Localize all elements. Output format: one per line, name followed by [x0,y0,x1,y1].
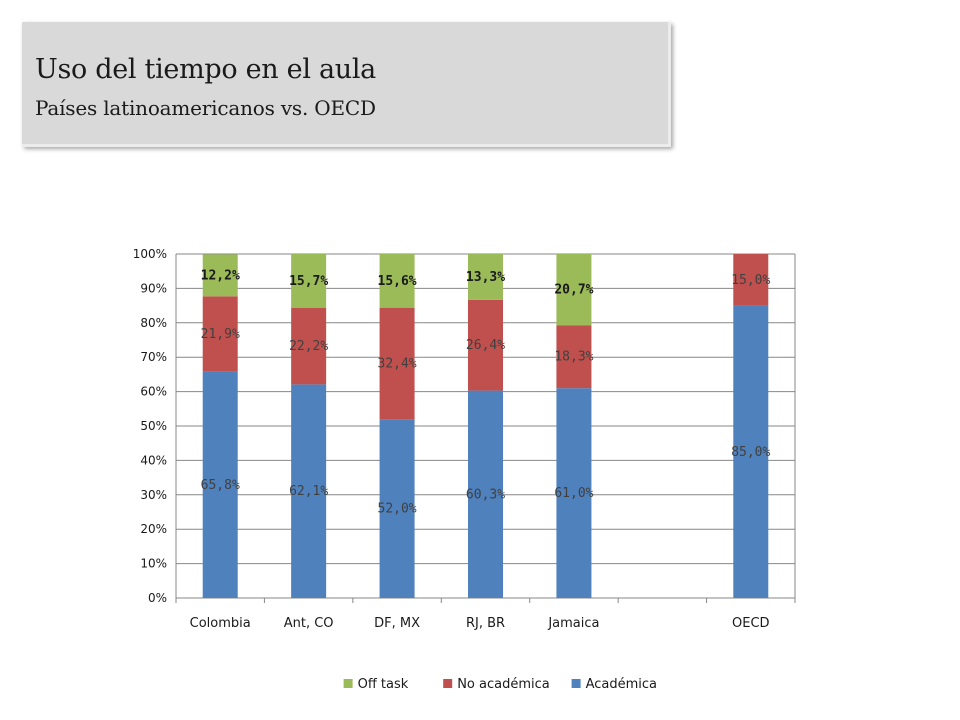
legend-swatch [343,679,353,688]
y-tick-label: 60% [140,385,167,399]
data-label: 65,8% [201,478,240,493]
data-label: 15,6% [378,274,417,289]
y-tick-label: 100% [133,247,167,261]
legend-swatch [443,679,453,688]
x-category-label: Colombia [190,616,251,631]
legend-label: No académica [457,677,550,692]
bar-segment [379,419,415,598]
y-tick-label: 40% [140,453,167,467]
bar-segment [291,254,327,309]
bar-segment [291,308,327,385]
data-label: 61,0% [554,486,593,501]
page-title: Uso del tiempo en el aula [35,54,376,85]
bar-segment [733,254,769,306]
x-category-label: DF, MX [374,616,420,631]
data-label: 22,2% [289,339,328,354]
x-category-label: RJ, BR [466,616,505,631]
bar-segment [468,254,503,300]
x-category-label: Ant, CO [284,616,334,631]
y-tick-label: 50% [140,419,167,433]
bar-segment [468,299,503,391]
title-box: Uso del tiempo en el aula Países latinoa… [22,22,671,147]
bar-segment [379,307,415,420]
data-label: 32,4% [378,356,417,371]
y-tick-label: 70% [140,350,167,364]
bar-segment [379,254,415,308]
bar-segment [556,325,592,389]
x-category-label: OECD [732,616,770,631]
bar-segment [733,305,769,598]
data-label: 20,7% [554,283,593,298]
bar-segment [202,371,238,598]
bar-segment [202,254,238,297]
data-label: 26,4% [466,338,505,353]
bar-segment [202,296,238,372]
data-label: 13,3% [466,270,505,285]
page-subtitle: Países latinoamericanos vs. OECD [35,96,376,120]
data-label: 21,9% [201,327,240,342]
bar-segment [291,384,327,598]
y-tick-label: 10% [140,557,167,571]
data-label: 18,3% [554,350,593,365]
legend-label: Off task [358,677,409,692]
bar-segment [468,390,503,598]
y-tick-label: 30% [140,488,167,502]
x-category-label: Jamaica [547,616,599,631]
data-label: 60,3% [466,487,505,502]
data-label: 15,7% [289,274,328,289]
bar-segment [556,254,592,326]
bar-segment [556,388,592,598]
data-label: 15,0% [731,273,770,288]
data-label: 85,0% [731,445,770,460]
y-tick-label: 0% [148,591,167,605]
y-tick-label: 20% [140,522,167,536]
data-label: 12,2% [201,268,240,283]
data-label: 62,1% [289,484,328,499]
y-tick-label: 90% [140,281,167,295]
legend-label: Académica [586,677,657,692]
y-tick-label: 80% [140,316,167,330]
data-label: 52,0% [378,502,417,517]
legend-swatch [571,679,581,688]
